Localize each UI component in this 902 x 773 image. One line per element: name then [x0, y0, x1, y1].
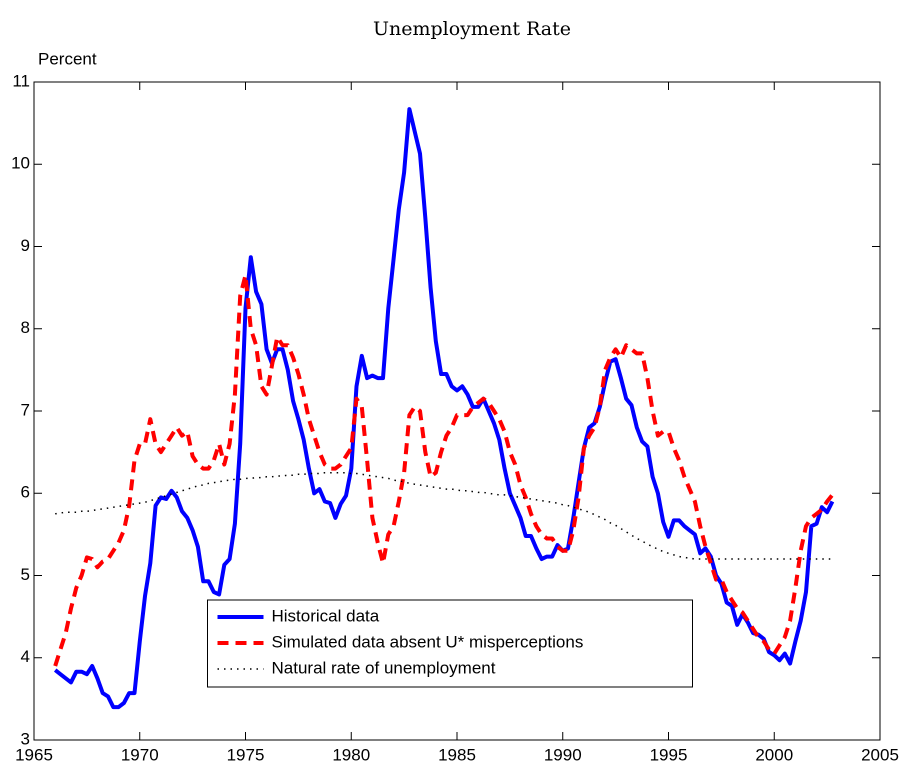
y-axis-label: Percent — [38, 49, 97, 68]
legend-label: Historical data — [272, 606, 380, 625]
x-tick-label: 2005 — [861, 745, 899, 764]
series-line — [55, 471, 833, 560]
y-tick-label: 10 — [11, 154, 30, 173]
x-tick-label: 1970 — [121, 745, 159, 764]
x-tick-label: 1995 — [650, 745, 688, 764]
y-tick-label: 8 — [21, 318, 30, 337]
y-tick-label: 9 — [21, 236, 30, 255]
x-tick-label: 1965 — [15, 745, 53, 764]
x-tick-label: 1990 — [544, 745, 582, 764]
legend-label: Simulated data absent U* misperceptions — [272, 632, 584, 651]
series-line — [53, 273, 834, 667]
x-tick-label: 2000 — [755, 745, 793, 764]
legend-box — [207, 599, 693, 688]
legend-label: Natural rate of unemployment — [272, 658, 496, 677]
series-line — [53, 107, 835, 710]
y-tick-label: 11 — [12, 71, 30, 90]
y-tick-label: 6 — [21, 483, 30, 502]
y-tick-label: 5 — [21, 565, 30, 584]
x-tick-label: 1975 — [227, 745, 265, 764]
chart-title: Unemployment Rate — [373, 18, 571, 40]
y-tick-label: 7 — [21, 400, 30, 419]
y-tick-label: 3 — [21, 729, 30, 748]
x-tick-label: 1980 — [332, 745, 370, 764]
x-tick-label: 1985 — [438, 745, 476, 764]
y-tick-label: 4 — [21, 647, 30, 666]
